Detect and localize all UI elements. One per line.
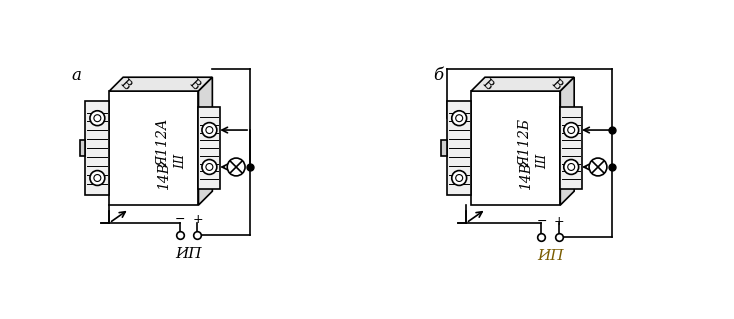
Circle shape [90, 171, 105, 185]
Circle shape [202, 160, 217, 174]
Circle shape [589, 158, 607, 176]
Bar [447, 101, 471, 195]
Text: a: a [72, 67, 81, 84]
Polygon shape [198, 77, 212, 205]
Circle shape [202, 122, 217, 137]
Circle shape [228, 158, 245, 176]
Text: В: В [479, 77, 495, 93]
Text: Я112А: Я112А [157, 119, 171, 167]
Bar [198, 107, 220, 189]
Text: ИП: ИП [537, 249, 564, 263]
Text: б: б [433, 67, 443, 84]
Polygon shape [560, 77, 574, 205]
Text: +: + [554, 215, 564, 228]
Circle shape [564, 122, 578, 137]
Bar [471, 91, 560, 205]
Text: 14В: 14В [157, 162, 171, 190]
Circle shape [451, 171, 467, 185]
Text: В: В [117, 77, 133, 93]
Circle shape [564, 160, 578, 174]
Text: −: − [175, 213, 185, 226]
Bar [109, 91, 198, 205]
Text: В: В [548, 77, 564, 93]
Text: Ш: Ш [174, 155, 187, 169]
Circle shape [90, 111, 105, 126]
Polygon shape [471, 77, 574, 91]
Text: −: − [537, 215, 547, 228]
Text: ИП: ИП [175, 247, 202, 261]
Text: В: В [186, 77, 203, 93]
Bar [79, 140, 85, 156]
Circle shape [451, 111, 467, 126]
Bar [85, 101, 109, 195]
Bar [441, 140, 447, 156]
Polygon shape [109, 77, 212, 91]
Bar [560, 107, 582, 189]
Text: Ш: Ш [536, 155, 549, 169]
Text: +: + [192, 213, 203, 226]
Text: Я112Б: Я112Б [519, 119, 533, 167]
Text: 14В: 14В [519, 162, 533, 190]
